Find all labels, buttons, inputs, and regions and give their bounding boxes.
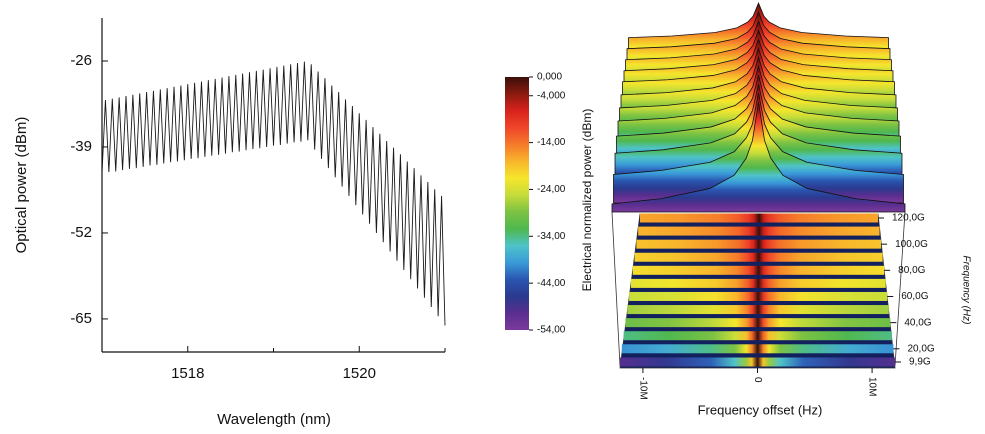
colorbar-tick-label: -34,00 <box>537 231 566 242</box>
colorbar-tick-label: -24,00 <box>537 184 566 195</box>
floor-band <box>634 252 883 262</box>
y-tick-label: 9,9G <box>909 357 931 368</box>
y-tick-label: 100,0G <box>895 239 928 250</box>
floor-band <box>625 318 891 328</box>
floor-band <box>632 265 885 275</box>
y-tick-label: -65 <box>70 310 92 327</box>
colorbar <box>505 77 529 330</box>
y-tick-label: -52 <box>70 224 92 241</box>
colorbar-tick-label: -14,00 <box>537 137 566 148</box>
frame-line <box>894 211 906 367</box>
colorbar-tick-label: -44,00 <box>537 278 566 289</box>
spectrum-line <box>101 61 446 326</box>
spectrum-trace <box>611 101 906 213</box>
y-axis-label: Optical power (dBm) <box>13 117 30 254</box>
x-tick-label: 0 <box>752 377 763 383</box>
y-tick-label: -39 <box>70 138 92 155</box>
x-tick-label: -10M <box>637 377 648 400</box>
y-tick-label: 20,0G <box>907 343 934 354</box>
floor-band <box>630 278 886 288</box>
colorbar-label: Electrical normalized power (dBm) <box>580 109 594 292</box>
colorbar-tick-label: -4,000 <box>537 90 566 101</box>
floor-band <box>638 226 880 236</box>
floor-band <box>636 239 882 249</box>
colorbar-tick-label: -54,00 <box>537 325 566 336</box>
y-tick-label: 80,0G <box>898 265 925 276</box>
frame-line <box>611 211 621 367</box>
x-tick-label: 1520 <box>343 365 376 382</box>
floor-band <box>620 357 895 367</box>
colorbar-tick-label: 0,000 <box>537 72 562 83</box>
y-tick-label: 40,0G <box>904 317 931 328</box>
y-tick-label: 120,0G <box>892 213 925 224</box>
x-axis-label: Wavelength (nm) <box>217 411 331 428</box>
x-tick-label: 1518 <box>171 365 204 382</box>
floor-band <box>623 331 892 341</box>
floor-band <box>627 305 889 315</box>
y-tick-label: -26 <box>70 52 92 69</box>
x-axis-label: Frequency offset (Hz) <box>698 402 823 417</box>
floor-band <box>629 291 888 301</box>
floor-band <box>640 213 878 223</box>
floor-band <box>621 344 894 354</box>
y-axis-label: Frequency (Hz) <box>960 256 971 325</box>
y-tick-label: 60,0G <box>901 291 928 302</box>
x-tick-label: 10M <box>866 377 877 396</box>
